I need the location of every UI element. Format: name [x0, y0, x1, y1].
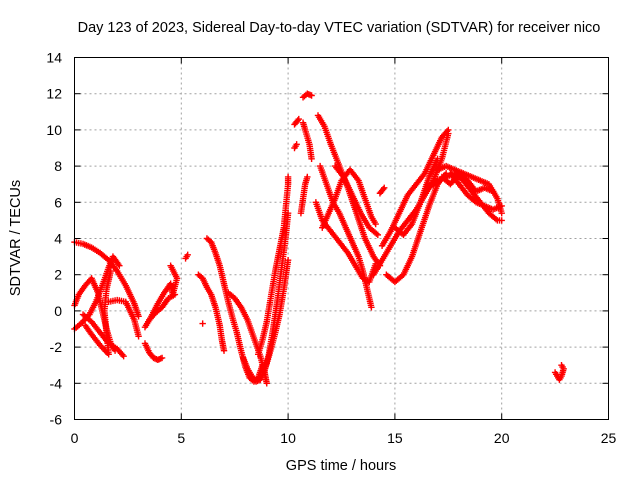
- data-point: [284, 173, 292, 181]
- axis-ticks: -6 -4 -2 0 2 4 6 8 10 12 14 0 5 10 15 20 25: [46, 50, 616, 447]
- data-point: [263, 380, 270, 387]
- y-tick-label: 2: [54, 267, 62, 283]
- data-point: [284, 257, 292, 264]
- series-arc-e5: [297, 173, 311, 217]
- series-arc-g2: [378, 126, 452, 249]
- data-point: [381, 184, 388, 192]
- data-point: [135, 333, 142, 340]
- data-point: [308, 92, 315, 99]
- data-point: [308, 155, 315, 163]
- data-point: [434, 155, 441, 163]
- data-point: [373, 230, 380, 237]
- data-point: [304, 173, 311, 181]
- series-arc-a5: [79, 311, 127, 360]
- x-tick-label: 0: [71, 430, 79, 446]
- series-arc-b2: [141, 340, 166, 363]
- x-tick-label: 25: [601, 430, 617, 446]
- data-point: [489, 188, 497, 195]
- data-point: [379, 185, 387, 193]
- data-point: [171, 291, 179, 298]
- data-point: [368, 304, 375, 311]
- series-arc-e4: [299, 119, 315, 163]
- y-tick-label: 14: [46, 50, 62, 66]
- x-tick-label: 20: [494, 430, 510, 446]
- data-point: [220, 347, 228, 354]
- series-arc-h4: [438, 170, 497, 195]
- series-arc-c5: [199, 320, 206, 327]
- series-arc-e3: [299, 90, 315, 101]
- plot-frame: [74, 57, 609, 420]
- data-point: [498, 217, 505, 224]
- y-tick-label: 0: [54, 303, 62, 319]
- y-tick-label: -2: [50, 339, 63, 355]
- series-arc-c2: [195, 271, 228, 354]
- data-point: [295, 115, 302, 123]
- series-arc-d2: [254, 173, 292, 358]
- y-tick-label: 6: [54, 194, 62, 210]
- series-arc-f2: [316, 162, 375, 311]
- x-tick-label: 5: [177, 430, 185, 446]
- data-point: [120, 352, 127, 360]
- data-point: [558, 362, 565, 369]
- data-point: [184, 251, 191, 258]
- series-arc-a1: [71, 238, 142, 320]
- series-arc-c3: [203, 235, 266, 385]
- series-arc-f6: [376, 184, 388, 197]
- x-tick-label: 10: [280, 430, 296, 446]
- y-tick-label: 12: [46, 86, 62, 102]
- y-tick-label: 8: [54, 158, 62, 174]
- data-point: [116, 262, 123, 269]
- y-axis-label: SDTVAR / TECUs: [8, 180, 24, 296]
- series-arc-c1: [182, 251, 191, 262]
- grid-lines: [74, 57, 609, 420]
- series-arc-e2: [291, 141, 300, 152]
- series-arc-d3: [259, 257, 292, 378]
- chart-title: Day 123 of 2023, Sidereal Day-to-day VTE…: [78, 20, 601, 36]
- series-arc-a6: [105, 296, 142, 340]
- data-point: [492, 215, 500, 223]
- x-axis-label: GPS time / hours: [286, 458, 396, 474]
- data-point: [167, 262, 174, 269]
- data-point: [498, 202, 505, 210]
- series-arc-a4: [81, 267, 115, 358]
- series-arc-g4: [391, 155, 441, 239]
- y-tick-label: 4: [54, 231, 62, 247]
- series-arc-h2: [434, 162, 505, 217]
- data-point: [107, 267, 115, 275]
- series-arc-f5: [331, 162, 382, 239]
- series-arc-f4: [312, 199, 379, 286]
- y-tick-label: -6: [50, 412, 63, 428]
- series-arc-f3: [319, 166, 379, 231]
- data-point: [445, 126, 452, 134]
- data-point: [293, 141, 300, 148]
- data-point: [498, 209, 505, 217]
- data-point: [135, 313, 142, 320]
- series-arc-b3: [146, 291, 179, 324]
- data-point: [372, 220, 379, 228]
- data-point: [294, 117, 301, 124]
- y-tick-label: 10: [46, 122, 62, 138]
- y-tick-label: -4: [50, 375, 63, 391]
- series-arc-e1: [291, 115, 302, 128]
- data-point: [374, 231, 382, 239]
- data-points: [71, 90, 567, 387]
- x-tick-label: 15: [387, 430, 403, 446]
- data-point: [158, 354, 166, 362]
- series-arc-i1: [551, 362, 567, 383]
- data-point: [199, 320, 206, 327]
